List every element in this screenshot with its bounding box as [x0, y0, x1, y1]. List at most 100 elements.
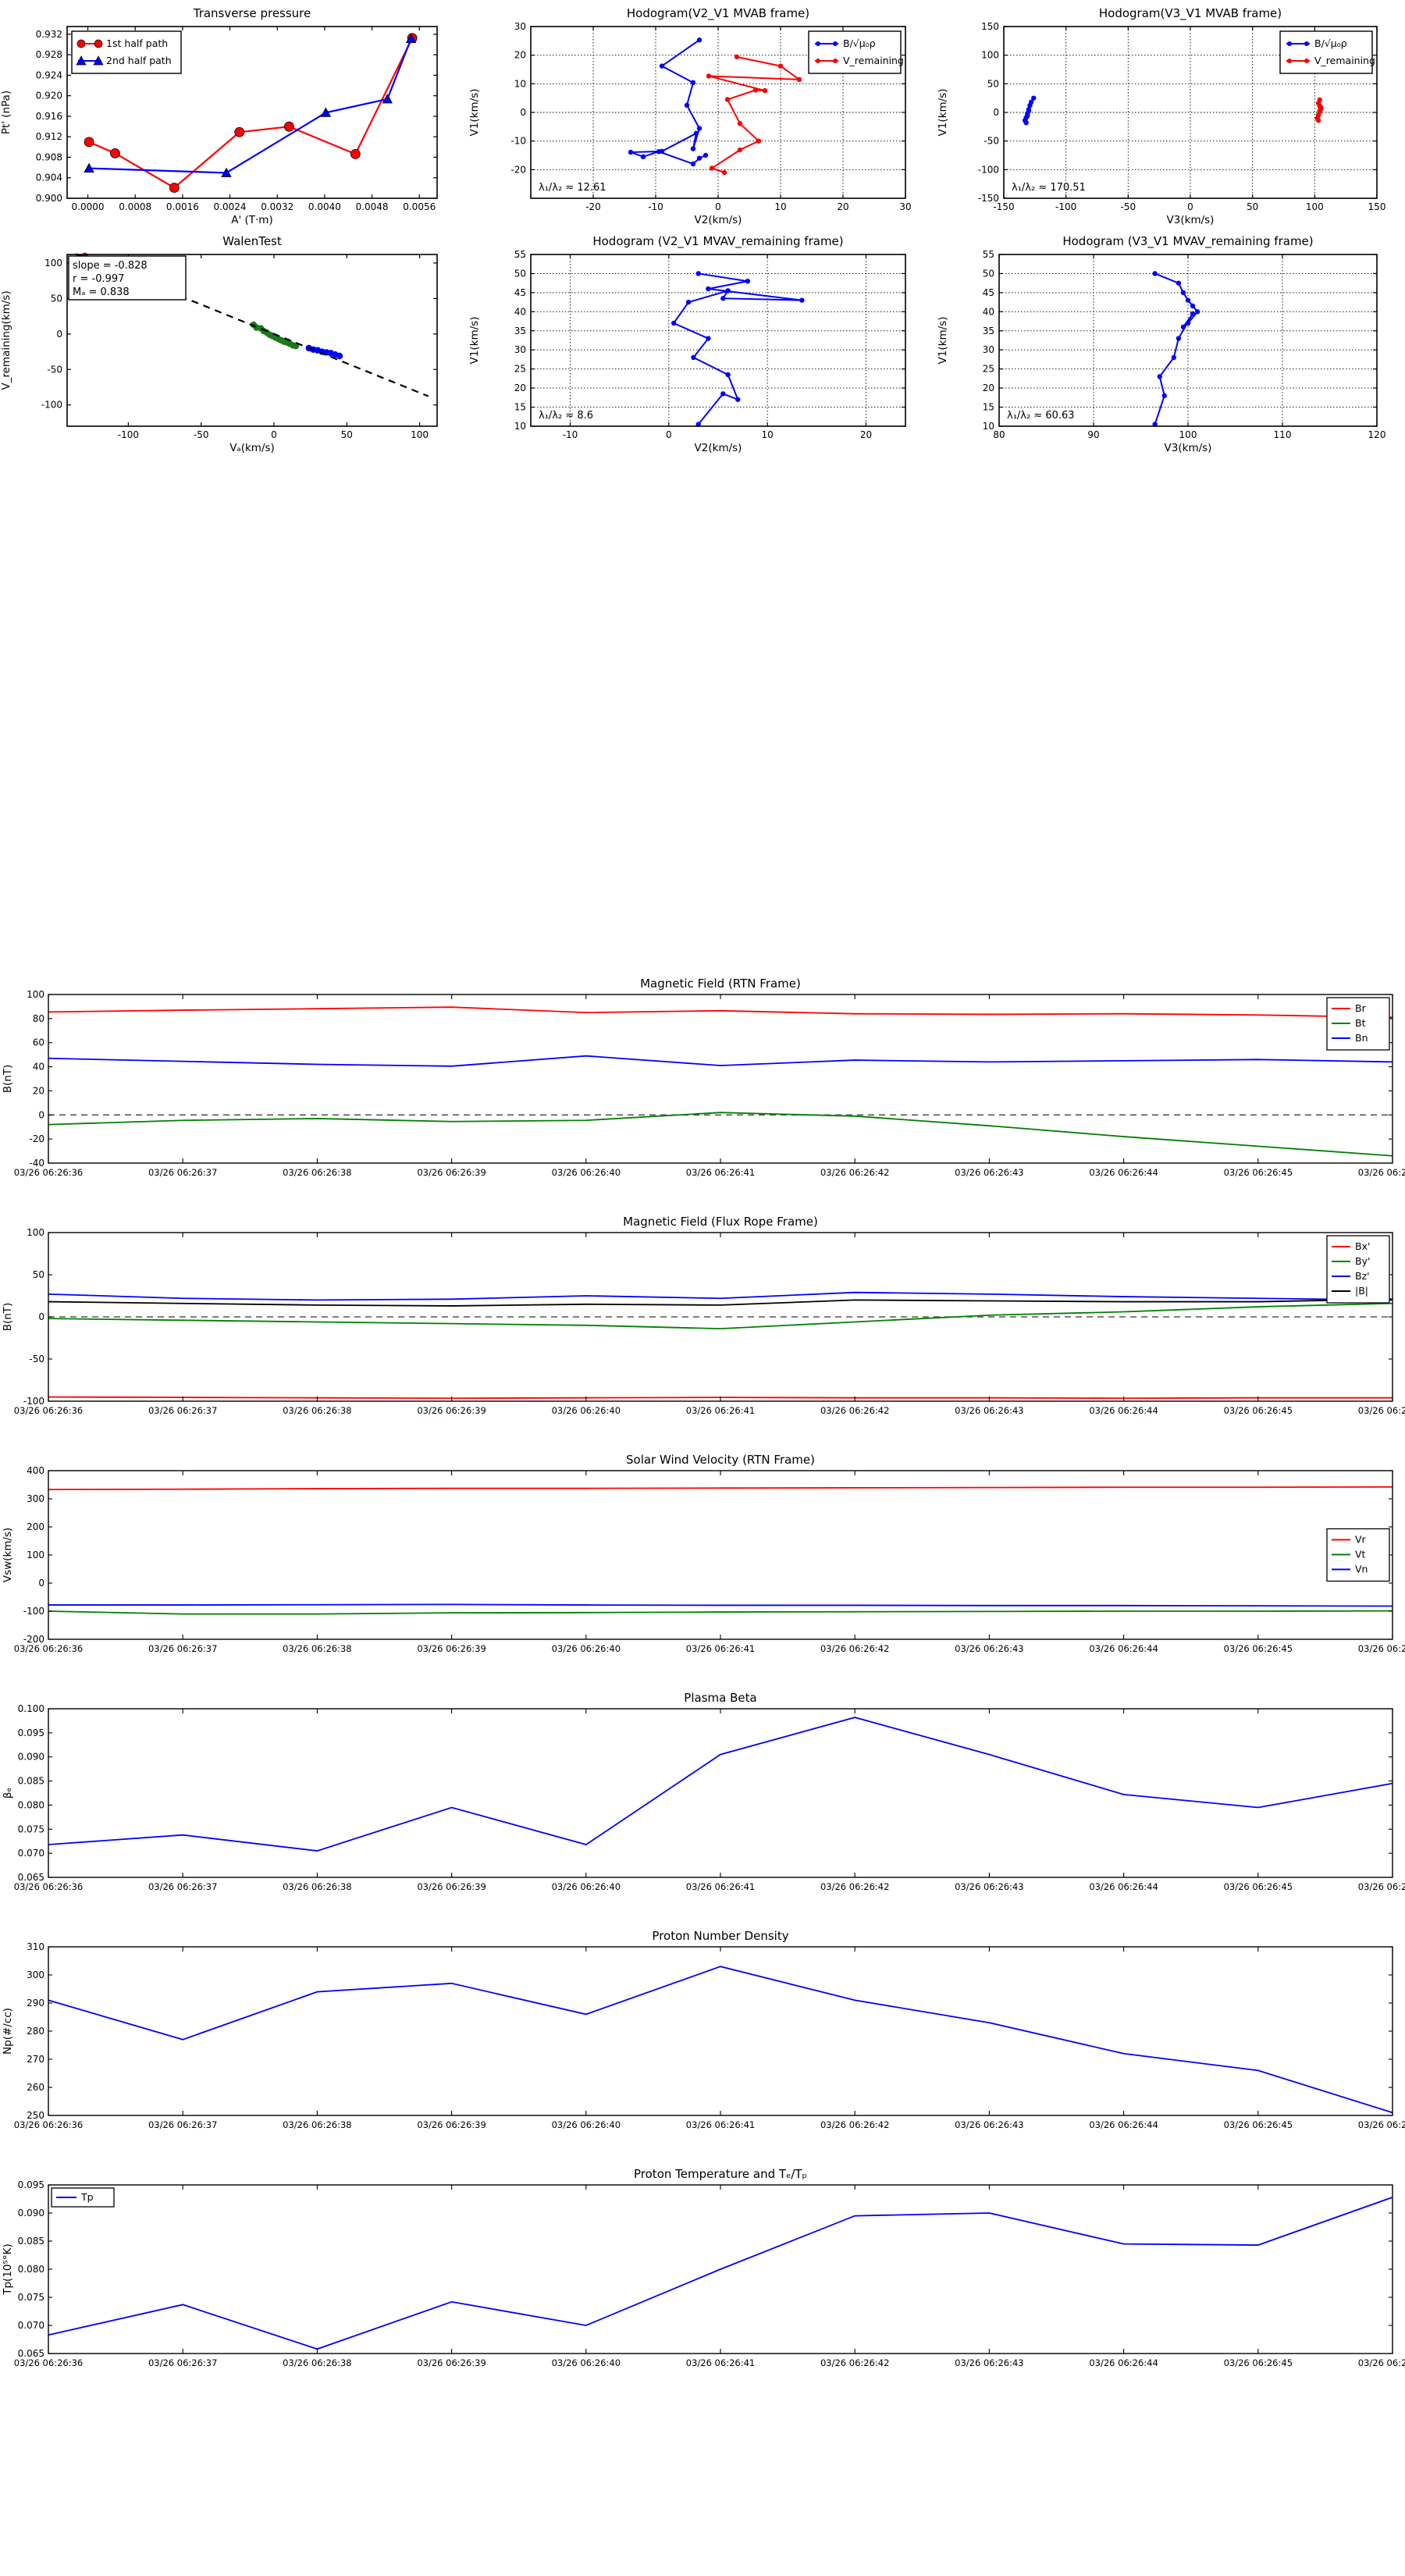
data-marker: [1157, 374, 1162, 379]
panel-transverse-pressure: Transverse pressure 0.0000 0.0008 0.0016 0.0…: [0, 0, 468, 226]
x-tick-label: 0.0048: [356, 201, 389, 212]
x-tick-label: 03/26 06:26:46: [1358, 2357, 1405, 2368]
y-tick-label: 0.085: [18, 2236, 44, 2247]
y-tick-label: 0.085: [18, 1776, 44, 1787]
x-tick-label: 03/26 06:26:43: [955, 2357, 1023, 2368]
legend-label: Tp: [80, 2191, 94, 2203]
axes-frame: [48, 994, 1393, 1164]
x-tick-label: -150: [993, 201, 1014, 212]
legend-label: V_remaining: [843, 55, 904, 66]
x-tick-label: -10: [563, 429, 578, 440]
data-marker: [725, 372, 731, 378]
data-marker: [799, 297, 805, 303]
panel-title: Plasma Beta: [684, 1691, 756, 1705]
y-tick-label: 30: [514, 21, 526, 32]
y-tick-label: 290: [27, 1998, 44, 2008]
data-marker: [696, 155, 702, 161]
data-marker: [709, 165, 715, 171]
series-line: [708, 55, 802, 173]
x-tick-label: 80: [993, 429, 1005, 440]
data-marker: [221, 167, 232, 177]
y-tick-label: -40: [29, 1158, 44, 1169]
data-marker: [684, 102, 690, 109]
x-tick-label: 03/26 06:26:44: [1089, 2357, 1158, 2368]
stats-line: r = -0.997: [73, 273, 124, 285]
panel-title: Hodogram (V3_V1 MVAV_remaining frame): [1062, 234, 1313, 249]
y-tick-label: 0.065: [18, 1872, 44, 1883]
x-tick-label: 0: [271, 429, 277, 440]
x-tick-label: 03/26 06:26:46: [1358, 1167, 1405, 1178]
y-tick-label: 0: [520, 107, 526, 118]
x-tick-label: 03/26 06:26:46: [1358, 1643, 1405, 1654]
data-marker: [1190, 303, 1196, 309]
y-axis-label: βₑ: [2, 1788, 14, 1799]
eigenvalue-ratio-annotation: λ₁/λ₂ ≈ 12.61: [539, 182, 606, 194]
data-marker: [1315, 118, 1321, 123]
y-tick-label: 40: [514, 306, 526, 317]
series-|B|: [48, 1298, 1393, 1307]
data-marker: [752, 87, 759, 93]
data-marker: [320, 107, 332, 117]
eigenvalue-ratio-annotation: λ₁/λ₂ ≈ 170.51: [1012, 182, 1086, 194]
x-tick-label: 03/26 06:26:42: [820, 1405, 889, 1416]
panel-title: Transverse pressure: [193, 6, 311, 20]
x-tick-label: 120: [1368, 429, 1386, 440]
y-tick-label: -150: [978, 193, 999, 204]
data-marker: [706, 73, 712, 79]
x-axis-label: V2(km/s): [695, 214, 742, 226]
legend-label: Bn: [1355, 1032, 1368, 1044]
data-marker: [745, 279, 751, 284]
x-tick-label: 0: [715, 201, 721, 212]
y-tick-label: 0: [38, 1578, 44, 1589]
x-tick-label: 03/26 06:26:37: [148, 1881, 217, 1892]
y-tick-label: 0.090: [18, 1752, 44, 1763]
x-tick-label: 0.0016: [166, 201, 199, 212]
series-B/√μ₀ρ: [1152, 271, 1200, 427]
data-marker: [720, 391, 726, 397]
axes-frame: [66, 26, 438, 199]
y-tick-label: 0.080: [18, 2264, 44, 2275]
legend-label: Br: [1355, 1002, 1367, 1014]
y-tick-label: 0.070: [18, 1848, 44, 1859]
y-tick-label: 200: [27, 1521, 44, 1532]
x-tick-label: 03/26 06:26:41: [686, 1643, 755, 1654]
data-marker: [720, 296, 726, 301]
series-group-green: [250, 321, 300, 350]
y-tick-label: 50: [987, 78, 999, 89]
y-tick-label: 400: [27, 1465, 44, 1476]
y-axis-label: Np(#/cc): [2, 2008, 14, 2055]
y-tick-label: 25: [983, 364, 994, 375]
x-tick-label: 03/26 06:26:41: [686, 1881, 755, 1892]
panel-plasma-beta: Plasma Beta 0.065 0.070 0.075 0.080 0.085 0.09…: [0, 1682, 1405, 1909]
y-tick-label: -10: [510, 136, 526, 147]
y-tick-label: 300: [27, 1969, 44, 1980]
x-tick-label: 03/26 06:26:43: [955, 1643, 1023, 1654]
data-marker: [1176, 336, 1182, 341]
y-tick-label: 60: [33, 1037, 44, 1048]
x-tick-label: 03/26 06:26:37: [148, 1643, 217, 1654]
x-tick-label: 03/26 06:26:41: [686, 1405, 755, 1416]
y-tick-label: 55: [983, 249, 994, 260]
data-marker: [640, 154, 646, 160]
x-tick-label: -10: [648, 201, 663, 212]
x-tick-label: 0.0056: [403, 201, 436, 212]
y-tick-label: 0.100: [18, 1703, 44, 1714]
x-tick-label: 03/26 06:26:40: [552, 1405, 621, 1416]
panel-magnetic-field-rtn: Magnetic Field (RTN Frame) -40 -20 0 20 40 60 8…: [0, 968, 1405, 1194]
x-tick-label: 03/26 06:26:44: [1089, 1881, 1158, 1892]
series-Vr: [48, 1485, 1393, 1491]
x-tick-label: 03/26 06:26:39: [417, 1881, 486, 1892]
y-tick-label: 50: [983, 268, 994, 279]
data-marker: [1180, 324, 1186, 330]
panel-hodogram-v2v1-mvab: Hodogram(V2_V1 MVAB frame) -20 -10 0 10 20 30 -…: [468, 0, 937, 226]
panel-hodogram-v3v1-mvab: Hodogram(V3_V1 MVAB frame) -150 -100 -50 0 50…: [937, 0, 1405, 226]
data-marker: [1031, 95, 1037, 101]
y-axis-label: V1(km/s): [468, 317, 481, 365]
y-tick-label: 250: [27, 2110, 44, 2121]
panel-hodogram-v2v1-mvav: Hodogram (V2_V1 MVAV_remaining frame) -10…: [468, 228, 937, 454]
data-marker: [721, 169, 727, 176]
data-marker: [169, 183, 180, 193]
data-marker: [1185, 320, 1191, 326]
y-tick-label: -50: [29, 1354, 44, 1364]
x-tick-label: 03/26 06:26:39: [417, 2119, 486, 2130]
